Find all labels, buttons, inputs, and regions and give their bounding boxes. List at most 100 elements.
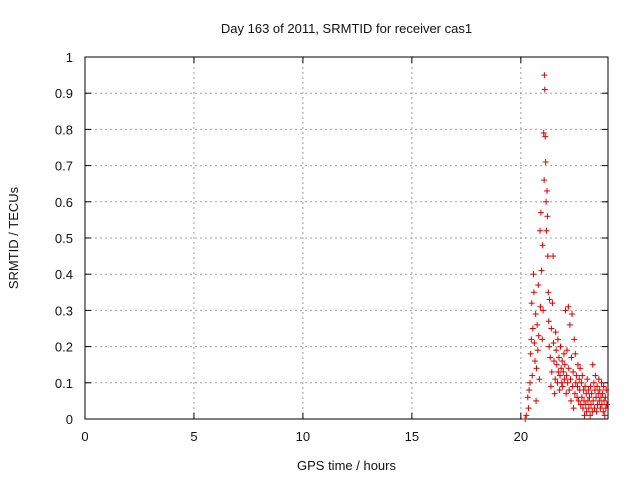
data-point — [582, 383, 589, 390]
data-point — [535, 282, 542, 289]
x-tick-label: 20 — [514, 429, 528, 444]
data-point — [533, 365, 540, 372]
y-tick-label: 0 — [66, 412, 73, 427]
data-point — [549, 300, 556, 307]
data-point — [567, 376, 574, 383]
data-point — [548, 368, 555, 375]
data-point — [531, 339, 538, 346]
data-point — [527, 350, 534, 357]
data-point — [528, 336, 535, 343]
data-point — [543, 227, 550, 234]
data-point — [599, 390, 606, 397]
data-point — [546, 296, 553, 303]
data-point — [543, 198, 550, 205]
y-tick-label: 0.6 — [55, 195, 73, 210]
data-point — [598, 401, 605, 408]
data-point — [597, 405, 604, 412]
data-point — [544, 213, 551, 220]
x-tick-label: 0 — [81, 429, 88, 444]
data-points — [522, 72, 610, 422]
axes: 0 5 10 15 20 0 0.1 0.2 0.3 0.4 0.5 0.6 0.7 0.8 0.9 1 — [55, 50, 609, 444]
data-point — [601, 397, 608, 404]
data-point — [592, 372, 599, 379]
y-tick-label: 0.1 — [55, 376, 73, 391]
data-point — [568, 354, 575, 361]
data-point — [557, 372, 564, 379]
data-point — [563, 372, 570, 379]
data-point — [588, 390, 595, 397]
data-point — [581, 412, 588, 419]
data-point — [594, 383, 601, 390]
data-point — [553, 361, 560, 368]
data-point — [542, 158, 549, 165]
data-point — [602, 405, 609, 412]
data-point — [522, 416, 529, 422]
data-point — [587, 412, 594, 419]
x-tick-label: 10 — [296, 429, 310, 444]
data-point — [542, 133, 549, 140]
data-point — [590, 379, 597, 386]
data-point — [585, 387, 592, 394]
data-point — [583, 408, 590, 415]
data-point — [534, 347, 541, 354]
data-point — [561, 361, 568, 368]
data-point — [558, 379, 565, 386]
data-point — [551, 390, 558, 397]
data-point — [589, 361, 596, 368]
y-tick-label: 0.4 — [55, 267, 73, 282]
data-point — [571, 390, 578, 397]
y-tick-label: 0.2 — [55, 340, 73, 355]
data-point — [541, 177, 548, 184]
data-point — [598, 379, 605, 386]
data-point — [526, 379, 533, 386]
data-point — [534, 321, 541, 328]
data-point — [563, 390, 570, 397]
data-point — [552, 376, 559, 383]
data-point — [577, 365, 584, 372]
y-tick-label: 0.3 — [55, 303, 73, 318]
data-point — [569, 311, 576, 318]
data-point — [535, 332, 542, 339]
data-point — [546, 343, 553, 350]
data-point — [543, 187, 550, 194]
data-point — [545, 289, 552, 296]
data-point — [523, 412, 530, 419]
data-point — [537, 303, 544, 310]
data-point — [525, 405, 532, 412]
data-point — [600, 383, 607, 390]
data-point — [560, 350, 567, 357]
y-tick-label: 0.9 — [55, 86, 73, 101]
data-point — [537, 209, 544, 216]
data-point — [588, 401, 595, 408]
data-point — [559, 383, 566, 390]
data-point — [564, 379, 571, 386]
data-point — [572, 379, 579, 386]
data-point — [567, 397, 574, 404]
x-tick-label: 15 — [405, 429, 419, 444]
data-point — [603, 387, 610, 394]
data-point — [573, 372, 580, 379]
data-point — [541, 72, 548, 79]
data-point — [560, 368, 567, 375]
data-point — [559, 358, 566, 365]
data-point — [566, 321, 573, 328]
data-point — [537, 227, 544, 234]
data-point — [550, 358, 557, 365]
data-point — [578, 394, 585, 401]
data-point — [574, 383, 581, 390]
y-tick-label: 0.8 — [55, 122, 73, 137]
y-axis-label: SRMTID / TECUs — [6, 186, 21, 289]
data-point — [538, 267, 545, 274]
data-point — [600, 408, 607, 415]
data-point — [533, 397, 540, 404]
chart-title: Day 163 of 2011, SRMTID for receiver cas… — [221, 21, 472, 36]
data-point — [572, 350, 579, 357]
data-point — [562, 307, 569, 314]
x-axis-label: GPS time / hours — [297, 458, 396, 473]
data-point — [590, 397, 597, 404]
data-point — [584, 397, 591, 404]
data-point — [557, 343, 564, 350]
data-point — [586, 394, 593, 401]
data-point — [570, 405, 577, 412]
data-point — [530, 271, 537, 278]
